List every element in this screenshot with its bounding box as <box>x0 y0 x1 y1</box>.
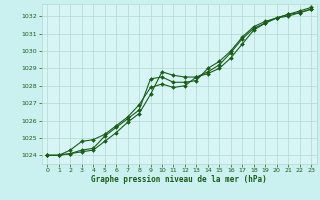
X-axis label: Graphe pression niveau de la mer (hPa): Graphe pression niveau de la mer (hPa) <box>91 175 267 184</box>
